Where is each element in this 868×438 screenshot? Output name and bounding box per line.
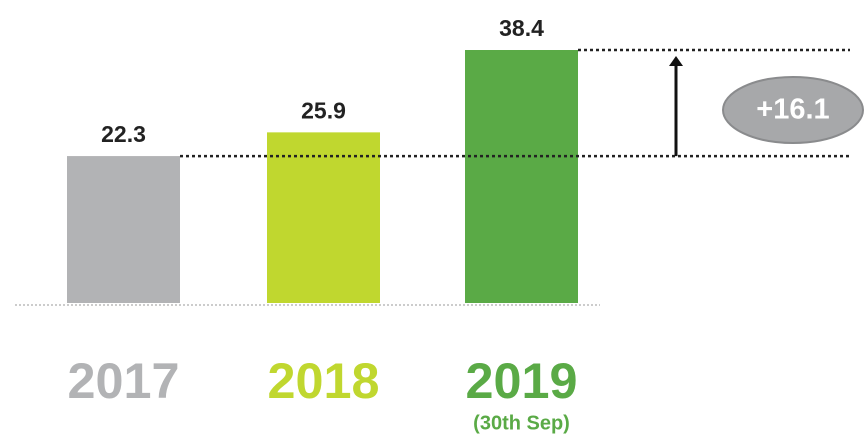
arrow-head <box>669 56 683 66</box>
x-tick-label: 2017 <box>68 353 180 409</box>
bar <box>67 156 180 303</box>
annotation: +16.1 <box>756 94 829 126</box>
bar <box>465 50 578 303</box>
bar <box>267 132 380 303</box>
x-tick-label: 2018 <box>268 353 380 409</box>
category-note: (30th Sep) <box>473 412 570 434</box>
value-label: 38.4 <box>499 15 544 41</box>
value-label: 22.3 <box>101 121 146 147</box>
value-label: 25.9 <box>301 97 346 123</box>
x-tick-label: 2019 <box>466 353 578 409</box>
annotation-bubble <box>722 76 864 144</box>
